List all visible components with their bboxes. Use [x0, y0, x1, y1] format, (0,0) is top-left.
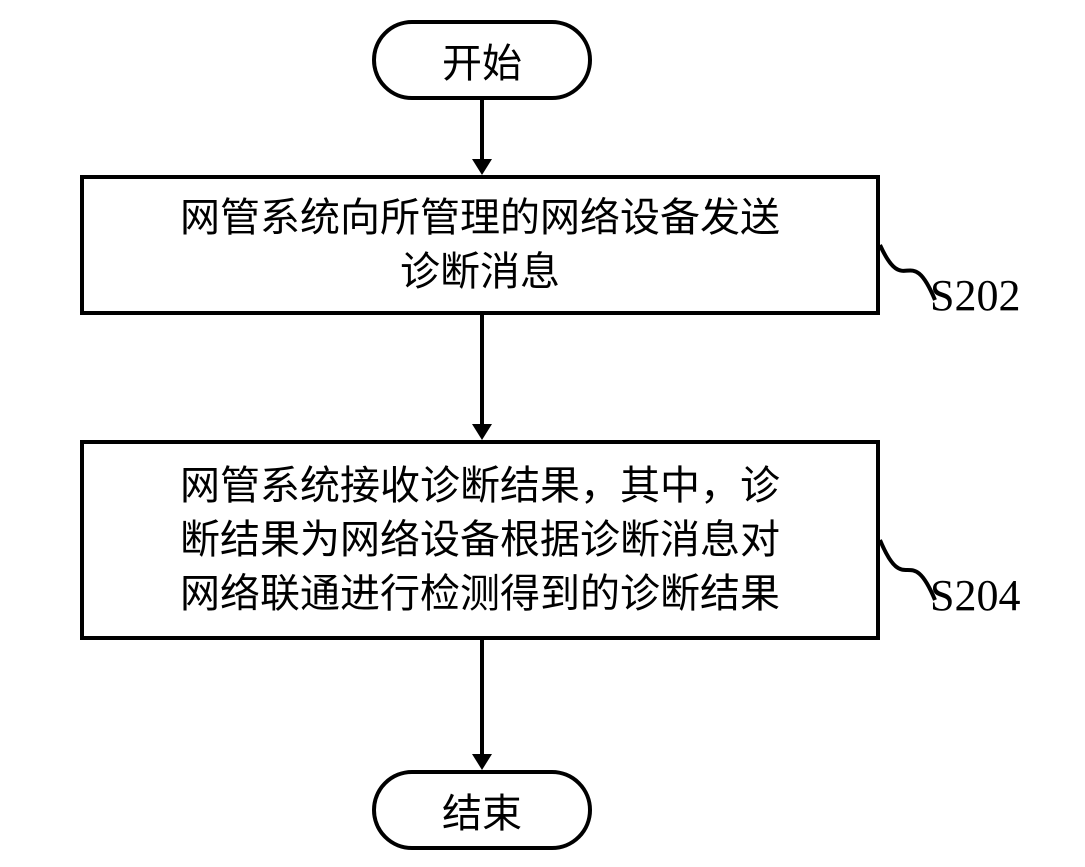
arrow-s204-to-end [462, 640, 502, 770]
terminal-end-text: 结束 [442, 781, 522, 839]
label-s204: S204 [930, 570, 1020, 621]
connector-s204 [0, 0, 1085, 867]
flowchart-canvas: 开始 网管系统向所管理的网络设备发送诊断消息 S202 网管系统接收诊断结果，其… [0, 0, 1085, 867]
terminal-end: 结束 [372, 770, 592, 850]
